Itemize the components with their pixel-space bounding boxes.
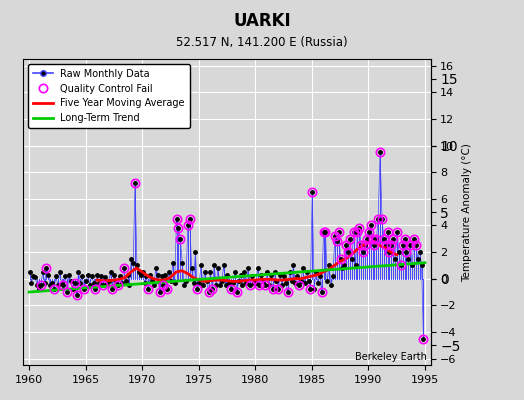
Text: UARKI: UARKI [233,12,291,30]
Text: 52.517 N, 141.200 E (Russia): 52.517 N, 141.200 E (Russia) [176,36,348,49]
Legend: Raw Monthly Data, Quality Control Fail, Five Year Moving Average, Long-Term Tren: Raw Monthly Data, Quality Control Fail, … [28,64,190,128]
Text: Berkeley Earth: Berkeley Earth [355,352,427,362]
Y-axis label: Temperature Anomaly (°C): Temperature Anomaly (°C) [462,143,472,282]
